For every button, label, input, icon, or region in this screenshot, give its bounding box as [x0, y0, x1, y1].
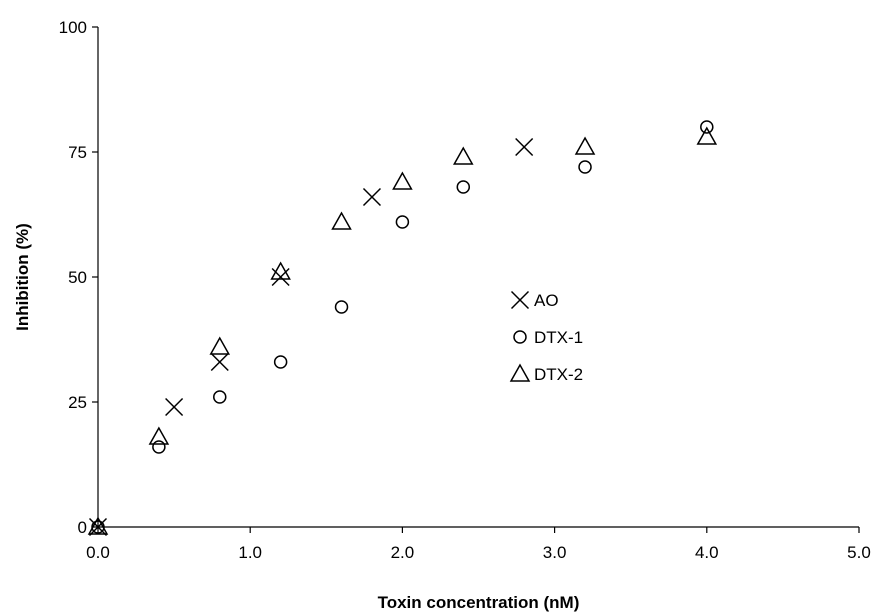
point-ao — [165, 397, 184, 417]
point-dtx-2 — [331, 211, 352, 230]
data-markers — [87, 120, 718, 537]
point-dtx-2 — [392, 171, 413, 190]
point-ao — [362, 187, 381, 207]
point-dtx-1 — [334, 300, 349, 314]
y-tick-label: 50 — [68, 268, 87, 287]
series-dtx-2 — [87, 126, 718, 535]
point-dtx-1 — [273, 355, 288, 369]
point-dtx-2 — [696, 126, 718, 145]
point-dtx-1 — [213, 390, 227, 404]
point-dtx-2 — [452, 146, 474, 165]
point-dtx-2 — [574, 136, 596, 155]
point-dtx-1 — [578, 160, 592, 174]
x-axis-title: Toxin concentration (nM) — [378, 593, 580, 612]
y-tick-label: 0 — [78, 518, 87, 537]
point-ao — [515, 137, 534, 157]
point-ao-stroke — [88, 517, 108, 537]
point-dtx-2 — [87, 516, 109, 535]
point-dtx-2 — [270, 261, 291, 280]
series-dtx-1 — [91, 120, 714, 534]
point-ao-stroke — [271, 267, 290, 287]
legend-marker-ao — [510, 290, 530, 310]
y-tick-label: 75 — [68, 143, 87, 162]
y-axis: 0 25 50 75 100 — [59, 18, 99, 537]
legend-marker-ao-stroke — [510, 290, 530, 310]
point-dtx-1 — [456, 180, 471, 194]
x-tick-label: 3.0 — [543, 543, 567, 562]
point-ao-stroke — [515, 137, 534, 157]
legend-marker-dtx-1 — [513, 330, 527, 344]
point-ao-stroke — [210, 352, 229, 372]
point-ao-stroke — [165, 397, 184, 417]
x-tick-label: 4.0 — [695, 543, 719, 562]
legend: AO DTX-1 DTX-2 — [509, 290, 583, 384]
x-tick-label: 1.0 — [238, 543, 262, 562]
point-ao — [210, 352, 229, 372]
legend-marker-dtx-2 — [509, 363, 531, 382]
point-dtx-1 — [152, 440, 166, 454]
x-tick-label: 2.0 — [391, 543, 415, 562]
legend-label-dtx-1: DTX-1 — [534, 328, 583, 347]
y-axis-title: Inhibition (%) — [13, 223, 32, 331]
point-dtx-2 — [148, 426, 170, 445]
x-tick-label: 0.0 — [86, 543, 110, 562]
point-ao — [271, 267, 290, 287]
point-ao-stroke — [362, 187, 381, 207]
point-dtx-2 — [209, 336, 231, 355]
point-dtx-1 — [91, 520, 105, 534]
point-ao — [88, 517, 108, 537]
x-axis: 0.0 1.0 2.0 3.0 4.0 5.0 — [86, 526, 871, 562]
x-tick-label: 5.0 — [847, 543, 871, 562]
point-dtx-1 — [700, 120, 714, 134]
legend-label-ao: AO — [534, 291, 559, 310]
legend-label-dtx-2: DTX-2 — [534, 365, 583, 384]
point-dtx-1 — [395, 215, 410, 229]
y-tick-label: 25 — [68, 393, 87, 412]
series-ao — [88, 137, 534, 537]
y-tick-label: 100 — [59, 18, 87, 37]
